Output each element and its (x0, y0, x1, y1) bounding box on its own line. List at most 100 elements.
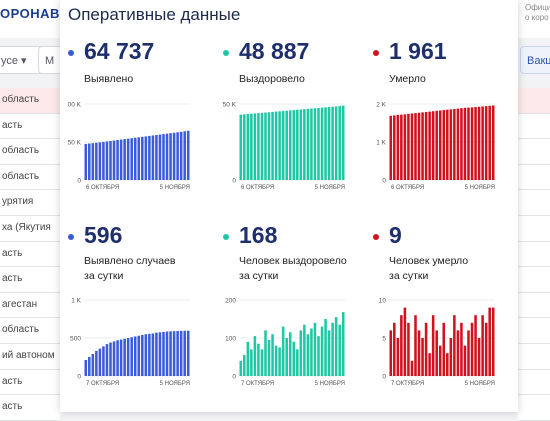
bar[interactable] (183, 131, 186, 180)
bar[interactable] (95, 142, 98, 180)
bar[interactable] (292, 341, 296, 376)
bar[interactable] (141, 136, 144, 180)
bar[interactable] (460, 108, 463, 180)
bar[interactable] (169, 133, 172, 180)
bar[interactable] (393, 115, 396, 180)
bar[interactable] (172, 132, 176, 180)
bar[interactable] (410, 113, 414, 181)
bar[interactable] (102, 141, 105, 180)
bar[interactable] (126, 338, 130, 376)
bar[interactable] (91, 353, 95, 376)
bar[interactable] (119, 339, 123, 376)
bar[interactable] (84, 143, 88, 180)
bar[interactable] (424, 322, 428, 376)
bar[interactable] (410, 360, 414, 376)
bar[interactable] (442, 322, 446, 376)
bar[interactable] (102, 346, 105, 376)
bar[interactable] (172, 331, 176, 376)
region-list-item[interactable]: асть (0, 267, 60, 293)
bar[interactable] (460, 322, 463, 376)
bar[interactable] (403, 307, 407, 376)
bar[interactable] (320, 107, 324, 180)
bar[interactable] (285, 110, 288, 180)
region-filter-dropdown[interactable]: усе ▾ (0, 46, 54, 74)
bar[interactable] (105, 141, 109, 180)
bar[interactable] (130, 337, 133, 376)
bar[interactable] (463, 345, 467, 376)
bar[interactable] (119, 139, 123, 180)
bar[interactable] (105, 344, 109, 376)
bar[interactable] (158, 134, 162, 180)
bar[interactable] (243, 114, 246, 180)
bar[interactable] (162, 331, 165, 376)
bar[interactable] (112, 140, 116, 180)
bar[interactable] (285, 338, 288, 376)
bar[interactable] (414, 315, 417, 376)
bar[interactable] (151, 135, 155, 180)
bar[interactable] (428, 353, 431, 376)
bar[interactable] (303, 324, 306, 376)
bar[interactable] (271, 111, 274, 180)
bar[interactable] (446, 109, 449, 180)
bar[interactable] (98, 142, 102, 180)
bar[interactable] (334, 106, 338, 180)
bar[interactable] (341, 105, 345, 180)
bar[interactable] (183, 330, 186, 376)
bar[interactable] (396, 338, 400, 376)
bar[interactable] (281, 326, 285, 376)
bar[interactable] (407, 322, 410, 376)
bar[interactable] (435, 330, 438, 376)
bar[interactable] (116, 140, 119, 180)
bar[interactable] (488, 307, 491, 376)
bar[interactable] (274, 111, 278, 180)
bar[interactable] (133, 336, 137, 376)
bar[interactable] (424, 111, 428, 180)
bar[interactable] (151, 333, 155, 376)
bar[interactable] (438, 345, 442, 376)
bar[interactable] (109, 342, 112, 376)
bar[interactable] (317, 107, 320, 180)
bar[interactable] (186, 130, 190, 180)
bar[interactable] (474, 107, 477, 180)
bar[interactable] (407, 113, 410, 180)
bar[interactable] (253, 336, 257, 376)
bar[interactable] (467, 107, 470, 180)
region-list-item[interactable]: ий автоном (0, 343, 60, 370)
bar[interactable] (306, 108, 310, 180)
bar[interactable] (292, 110, 296, 180)
bar[interactable] (179, 131, 183, 180)
bar[interactable] (310, 328, 313, 377)
bar[interactable] (453, 108, 456, 180)
bar[interactable] (267, 339, 271, 376)
bar[interactable] (484, 322, 488, 376)
bar[interactable] (389, 330, 393, 376)
bar[interactable] (338, 106, 341, 180)
bar[interactable] (435, 110, 438, 180)
bar[interactable] (324, 319, 327, 376)
bar[interactable] (288, 110, 292, 180)
bar[interactable] (239, 114, 243, 180)
bar[interactable] (431, 315, 435, 376)
bar[interactable] (88, 143, 91, 180)
region-list-item[interactable]: асть (0, 241, 60, 268)
bar[interactable] (123, 338, 126, 376)
bar[interactable] (116, 340, 119, 376)
bar[interactable] (403, 114, 407, 180)
bar[interactable] (250, 113, 253, 180)
bar[interactable] (400, 315, 403, 376)
bar[interactable] (176, 331, 179, 376)
bar[interactable] (421, 112, 424, 180)
bar[interactable] (463, 107, 467, 180)
bar[interactable] (313, 108, 317, 180)
region-list-item[interactable]: область (0, 139, 60, 165)
bar[interactable] (278, 347, 281, 377)
bar[interactable] (334, 317, 338, 376)
bar[interactable] (449, 109, 453, 180)
bar[interactable] (253, 113, 257, 180)
bar[interactable] (257, 113, 260, 180)
bar[interactable] (331, 322, 334, 376)
site-logo[interactable]: ОРОНАВИ (0, 6, 70, 21)
bar[interactable] (137, 335, 141, 376)
bar[interactable] (84, 360, 88, 376)
bar[interactable] (449, 338, 453, 376)
